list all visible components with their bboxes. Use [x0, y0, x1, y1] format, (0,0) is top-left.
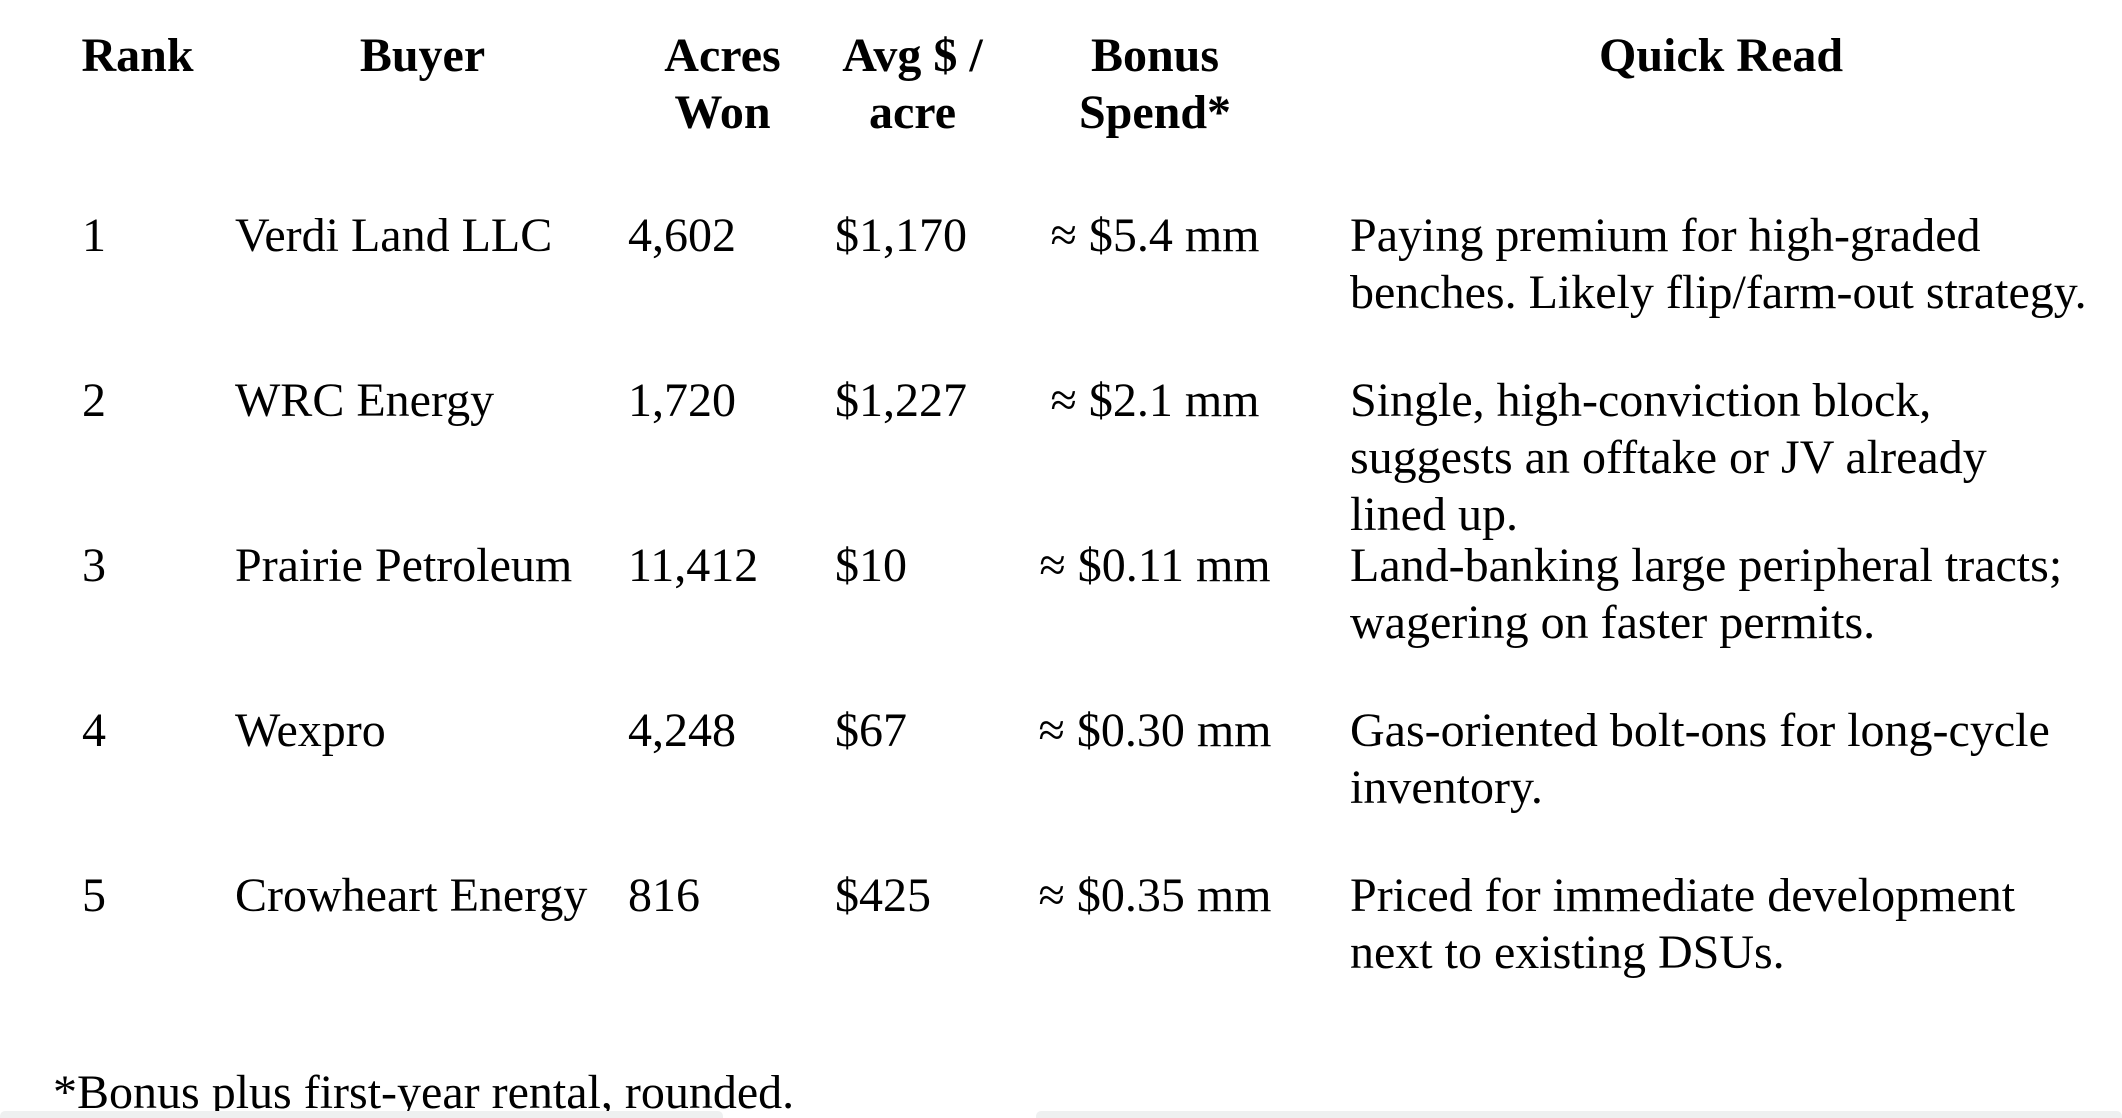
column-header-avg-per-acre: Avg $ / acre — [835, 27, 990, 141]
column-header-bonus-spend: Bonus Spend* — [990, 27, 1320, 141]
acres-won-value: 1,720 — [628, 374, 736, 427]
column-header-quick-read: Quick Read — [1320, 27, 2122, 84]
rank-value: 5 — [82, 869, 106, 922]
table-row: 3 Prairie Petroleum 11,412 $10 ≈ $0.11 m… — [40, 537, 2122, 651]
bonus-spend-value: ≈ $0.35 mm — [1038, 869, 1272, 922]
table-footnote: *Bonus plus first-year rental, rounded. — [53, 1066, 795, 1118]
buyer-name: Crowheart Energy — [235, 869, 588, 922]
avg-per-acre-value: $425 — [835, 869, 931, 922]
avg-per-acre-value: $10 — [835, 539, 907, 592]
column-header-label: Rank — [81, 29, 194, 82]
table-row: 4 Wexpro 4,248 $67 ≈ $0.30 mm Gas-orient… — [40, 702, 2122, 816]
bonus-spend-value: ≈ $0.30 mm — [1038, 704, 1272, 757]
column-header-label-line1: Avg $ / — [842, 29, 983, 82]
column-header-label-line1: Acres — [664, 29, 781, 82]
table-row: 5 Crowheart Energy 816 $425 ≈ $0.35 mm P… — [40, 867, 2122, 981]
quick-read-text: Land-banking large peripheral tracts; wa… — [1350, 539, 2063, 649]
column-header-rank: Rank — [40, 27, 235, 84]
column-header-label-line1: Bonus — [1090, 29, 1220, 82]
buyer-name: Prairie Petroleum — [235, 539, 573, 592]
rank-value: 1 — [82, 209, 106, 262]
quick-read-text: Gas-oriented bolt-ons for long-cycle inv… — [1350, 704, 2050, 814]
rank-value: 2 — [82, 374, 106, 427]
rank-value: 3 — [82, 539, 106, 592]
column-header-label: Quick Read — [1598, 29, 1844, 82]
bonus-spend-value: ≈ $5.4 mm — [1050, 209, 1260, 262]
bonus-spend-value: ≈ $0.11 mm — [1039, 539, 1271, 592]
column-header-label: Buyer — [359, 29, 486, 82]
acres-won-value: 11,412 — [628, 539, 759, 592]
avg-per-acre-value: $67 — [835, 704, 907, 757]
avg-per-acre-value: $1,170 — [835, 209, 967, 262]
table-row: 1 Verdi Land LLC 4,602 $1,170 ≈ $5.4 mm … — [40, 207, 2122, 321]
buyer-name: Wexpro — [235, 704, 386, 757]
table-header-row: Rank Buyer Acres Won Avg $ / acre Bonus … — [40, 27, 2122, 141]
quick-read-text: Priced for immediate development next to… — [1350, 869, 2016, 979]
column-header-label-line2: Spend* — [1078, 86, 1232, 139]
quick-read-text: Paying premium for high-graded benches. … — [1350, 209, 2087, 319]
column-header-label-line2: acre — [868, 86, 957, 139]
buyer-name: Verdi Land LLC — [235, 209, 553, 262]
rank-value: 4 — [82, 704, 106, 757]
quick-read-text: Single, high-conviction block, suggests … — [1350, 374, 1987, 541]
table-row: 2 WRC Energy 1,720 $1,227 ≈ $2.1 mm Sing… — [40, 372, 2122, 543]
buyer-name: WRC Energy — [235, 374, 495, 427]
bonus-spend-value: ≈ $2.1 mm — [1050, 374, 1260, 427]
column-header-label-line2: Won — [674, 86, 771, 139]
bottom-partial-element-right — [1036, 1111, 2122, 1118]
column-header-buyer: Buyer — [235, 27, 610, 84]
avg-per-acre-value: $1,227 — [835, 374, 967, 427]
acres-won-value: 4,248 — [628, 704, 736, 757]
acres-won-value: 816 — [628, 869, 700, 922]
column-header-acres-won: Acres Won — [610, 27, 835, 141]
bottom-partial-element-left — [0, 1111, 723, 1118]
acres-won-value: 4,602 — [628, 209, 736, 262]
